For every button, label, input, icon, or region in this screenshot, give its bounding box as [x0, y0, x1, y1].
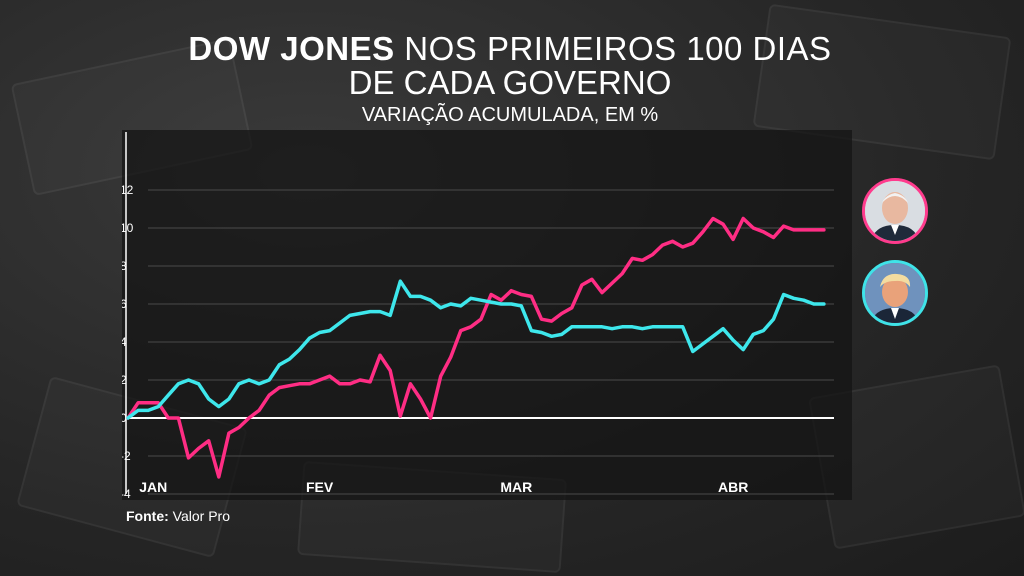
- source-note: Fonte: Valor Pro: [126, 508, 230, 524]
- x-month-label: MAR: [500, 479, 532, 495]
- chart-panel: -4-2024681012JANFEVMARABR: [122, 130, 852, 500]
- biden-portrait-icon: [865, 181, 925, 241]
- chart-subtitle: VARIAÇÃO ACUMULADA, EM %: [361, 104, 659, 126]
- y-tick-label: 2: [122, 373, 127, 387]
- y-tick-label: 0: [122, 411, 127, 425]
- x-month-label: ABR: [718, 479, 748, 495]
- trump-portrait-icon: [865, 263, 925, 323]
- y-tick-label: 12: [122, 183, 134, 197]
- y-tick-label: 4: [122, 335, 127, 349]
- trump-avatar: [862, 260, 928, 326]
- source-value: Valor Pro: [172, 508, 230, 524]
- biden-avatar: [862, 178, 928, 244]
- title-line2: DE CADA GOVERNO: [348, 64, 672, 101]
- line-chart: -4-2024681012JANFEVMARABR: [122, 132, 834, 500]
- title-rest: NOS PRIMEIROS 100 DIAS: [404, 30, 832, 67]
- y-tick-label: 6: [122, 297, 127, 311]
- series-line-trump: [126, 279, 826, 420]
- y-tick-label: 10: [122, 221, 134, 235]
- source-label: Fonte:: [126, 508, 169, 524]
- y-tick-label: 8: [122, 259, 127, 273]
- chart-title: DOW JONES NOS PRIMEIROS 100 DIAS DE CADA…: [180, 32, 840, 100]
- x-month-label: FEV: [306, 479, 334, 495]
- title-bold: DOW JONES: [188, 30, 395, 67]
- x-month-label: JAN: [139, 479, 167, 495]
- series-line-biden: [126, 216, 826, 479]
